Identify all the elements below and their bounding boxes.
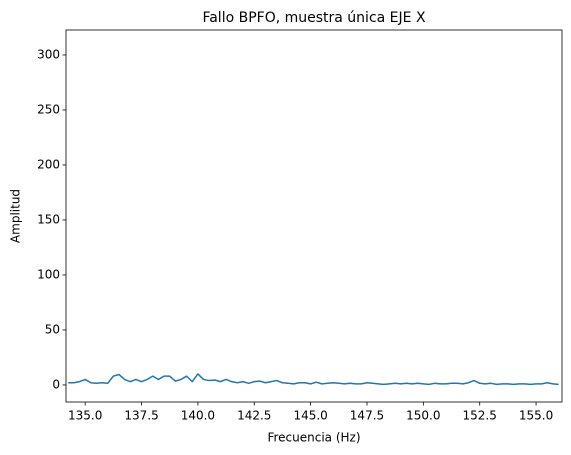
x-tick-label: 150.0 (406, 409, 440, 423)
x-tick-label: 152.5 (463, 409, 497, 423)
plot-frame (65, 29, 563, 403)
x-tick-label: 147.5 (350, 409, 384, 423)
y-tick-label: 300 (37, 47, 60, 61)
x-axis-label: Frecuencia (Hz) (267, 431, 360, 445)
x-tick-label: 145.0 (293, 409, 327, 423)
y-tick-label: 0 (52, 377, 60, 391)
y-tick-label: 100 (37, 267, 60, 281)
y-tick-label: 150 (37, 212, 60, 226)
data-line (68, 373, 559, 386)
y-tick-label: 200 (37, 157, 60, 171)
y-tick-label: 50 (45, 322, 60, 336)
y-tick-label: 250 (37, 102, 60, 116)
x-tick-label: 155.0 (519, 409, 553, 423)
chart-title: Fallo BPFO, muestra única EJE X (202, 10, 425, 26)
x-tick-label: 137.5 (124, 409, 158, 423)
x-tick-label: 135.0 (68, 409, 102, 423)
x-tick-label: 140.0 (181, 409, 215, 423)
x-tick-label: 142.5 (237, 409, 271, 423)
y-axis-label: Amplitud (9, 189, 23, 243)
